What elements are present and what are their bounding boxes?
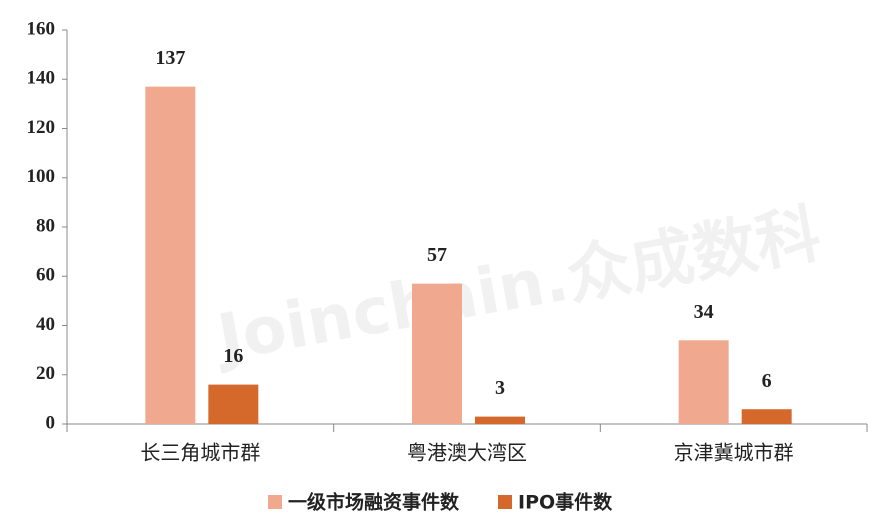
value-label: 3 — [495, 377, 505, 399]
legend-label: 一级市场融资事件数 — [288, 491, 460, 514]
bar — [678, 340, 729, 424]
value-label: 57 — [427, 244, 447, 266]
y-tick-label: 60 — [36, 265, 55, 286]
bar — [412, 283, 462, 424]
x-tick-label: 粤港澳大湾区 — [407, 441, 527, 465]
y-tick-label: 20 — [36, 363, 55, 384]
legend-swatch — [268, 495, 282, 509]
bar — [475, 416, 525, 424]
y-tick-label: 0 — [46, 412, 56, 433]
legend-swatch — [498, 495, 512, 509]
y-tick-label: 40 — [36, 314, 55, 335]
value-label: 6 — [762, 370, 772, 392]
x-tick-label: 长三角城市群 — [140, 441, 260, 465]
y-tick-label: 160 — [27, 18, 56, 39]
bar — [208, 384, 259, 424]
watermark: Joinchain.众成数科 — [209, 197, 826, 376]
y-tick-label: 140 — [27, 68, 56, 89]
bar — [145, 86, 196, 424]
legend-label: IPO事件数 — [518, 491, 613, 514]
y-tick-label: 100 — [27, 166, 56, 187]
bar — [741, 409, 792, 424]
y-tick-label: 120 — [27, 117, 56, 138]
y-tick-label: 80 — [36, 215, 55, 236]
value-label: 34 — [694, 301, 714, 323]
x-tick-label: 京津冀城市群 — [674, 441, 794, 465]
value-label: 16 — [223, 345, 243, 367]
value-label: 137 — [155, 47, 185, 69]
